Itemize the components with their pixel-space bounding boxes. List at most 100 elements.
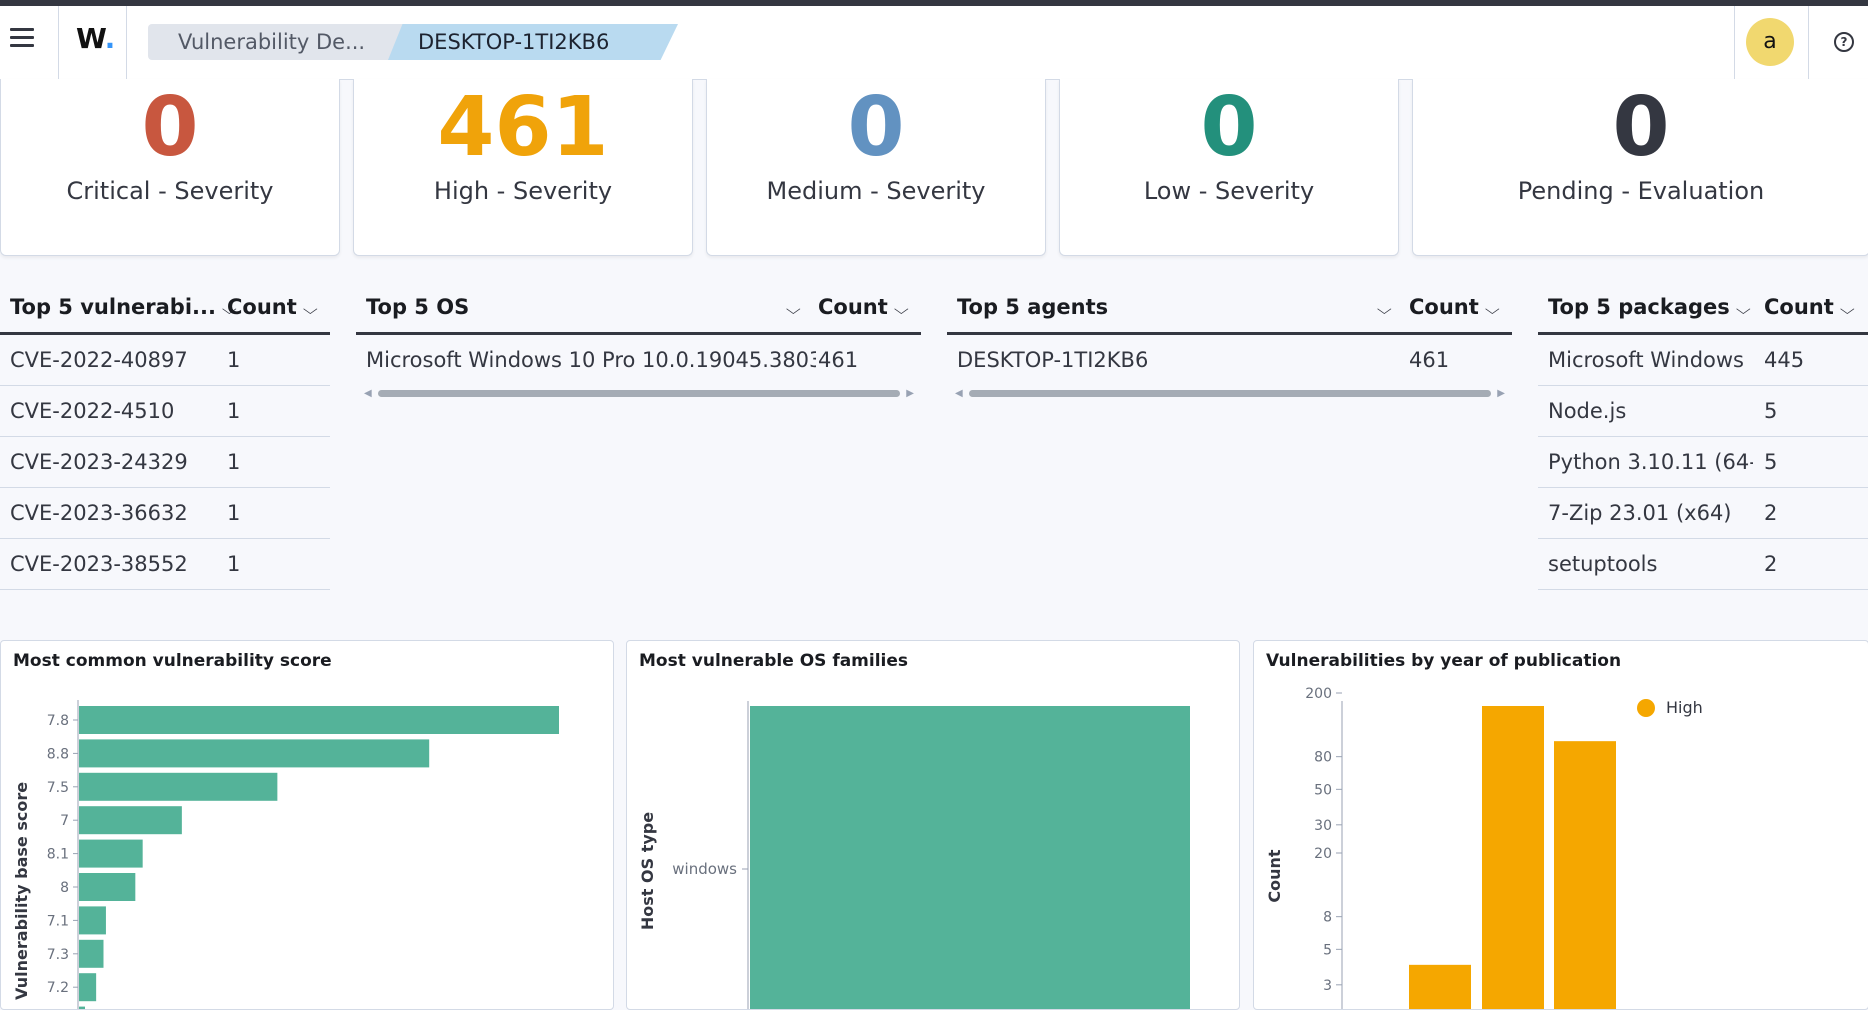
medium-severity-card[interactable]: 0 Medium - Severity: [706, 79, 1046, 256]
low-severity-card[interactable]: 0 Low - Severity: [1059, 79, 1399, 256]
chevron-down-icon: ⌵: [302, 302, 318, 318]
tick-label: 30: [1314, 818, 1332, 834]
tick-label: 3: [1323, 978, 1332, 994]
help-icon[interactable]: ?: [1834, 32, 1854, 52]
horizontal-scrollbar[interactable]: ◀ ▶: [364, 388, 914, 399]
vulnerabilities-by-year-panel: Vulnerabilities by year of publication 3…: [1253, 640, 1868, 1010]
tick-label: 8.1: [47, 847, 69, 863]
tick-label: 50: [1314, 782, 1332, 798]
column-header-count[interactable]: Count ⌵: [227, 282, 318, 332]
row-divider: [1538, 538, 1868, 539]
tick-label: 8.8: [47, 746, 69, 762]
chevron-down-icon: ⌵: [1376, 302, 1392, 318]
column-header-vulnerability[interactable]: Top 5 vulnerabi... ⌵: [10, 282, 237, 332]
column-header-packages[interactable]: Top 5 packages ⌵: [1548, 282, 1751, 332]
bar: [79, 706, 559, 734]
table-cell: 5: [1764, 399, 1778, 423]
table-cell[interactable]: CVE-2023-38552: [10, 552, 188, 576]
table-cell[interactable]: CVE-2022-40897: [10, 348, 188, 372]
axis-title: Count: [1265, 849, 1284, 903]
table-cell[interactable]: DESKTOP-1TI2KB6: [957, 348, 1149, 372]
medium-label: Medium - Severity: [766, 177, 986, 205]
table-cell: 1: [227, 399, 241, 423]
chevron-down-icon: ⌵: [221, 302, 237, 318]
table-cell: 461: [818, 348, 859, 372]
user-avatar[interactable]: a: [1746, 18, 1794, 66]
table-cell[interactable]: Microsoft Windows 10 Pro 10.0.19045.3803: [366, 348, 816, 372]
table-cell: 1: [227, 450, 241, 474]
table-cell: 1: [227, 501, 241, 525]
low-count: 0: [1200, 80, 1258, 175]
header-divider: [1538, 332, 1868, 335]
app-logo[interactable]: W.: [76, 22, 116, 55]
table-cell[interactable]: Node.js: [1548, 399, 1627, 423]
column-header-count[interactable]: Count ⌵: [818, 282, 909, 332]
table-cell: 461: [1409, 348, 1450, 372]
tick-label: 8: [60, 880, 69, 896]
tick-label: 20: [1314, 846, 1332, 862]
bar: [79, 806, 182, 835]
medium-count: 0: [847, 80, 905, 175]
chevron-down-icon: ⌵: [1839, 302, 1855, 318]
horizontal-scrollbar[interactable]: ◀ ▶: [955, 388, 1505, 399]
bar: [79, 906, 106, 935]
bar: [79, 973, 97, 1002]
bar: [1554, 741, 1616, 1009]
row-divider: [0, 538, 330, 539]
table-cell[interactable]: Python 3.10.11 (64-: [1548, 450, 1753, 474]
pending-label: Pending - Evaluation: [1517, 177, 1765, 205]
table-cell: 2: [1764, 552, 1778, 576]
pending-count: 0: [1612, 80, 1670, 175]
column-header-count[interactable]: Count ⌵: [1409, 282, 1500, 332]
row-divider: [0, 487, 330, 488]
row-divider: [1538, 436, 1868, 437]
legend-label: High: [1666, 698, 1703, 717]
row-divider: [0, 385, 330, 386]
bar: [750, 706, 1190, 1009]
table-cell: 5: [1764, 450, 1778, 474]
table-cell[interactable]: Microsoft Windows: [1548, 348, 1744, 372]
tick-label: 200: [1305, 686, 1332, 702]
table-cell[interactable]: CVE-2023-36632: [10, 501, 188, 525]
table-cell: 2: [1764, 501, 1778, 525]
agents-sort-chevron[interactable]: ⌵: [1371, 282, 1392, 332]
tick-label: 80: [1314, 750, 1332, 766]
pending-evaluation-card[interactable]: 0 Pending - Evaluation: [1412, 79, 1868, 256]
bar: [1409, 964, 1471, 1009]
axis-title: Host OS type: [638, 812, 657, 930]
table-cell[interactable]: CVE-2023-24329: [10, 450, 188, 474]
os-sort-chevron[interactable]: ⌵: [780, 282, 801, 332]
column-header-agents[interactable]: Top 5 agents: [957, 295, 1109, 319]
table-cell[interactable]: 7-Zip 23.01 (x64): [1548, 501, 1732, 525]
tick-label: 7.8: [47, 713, 69, 729]
os-families-chart: windows Host OS type: [638, 701, 1190, 1009]
column-header-count[interactable]: Count ⌵: [1764, 282, 1855, 332]
breadcrumb-vulnerability-detection[interactable]: Vulnerability De...: [148, 24, 418, 60]
row-divider: [0, 436, 330, 437]
header-divider: [1808, 6, 1809, 79]
vulnerabilities-by-year-chart: 3 5 8 20 30 50 80 200 High Count: [1265, 686, 1703, 1009]
critical-label: Critical - Severity: [66, 177, 274, 205]
tick-label: 7.5: [47, 780, 69, 796]
menu-icon[interactable]: [10, 28, 36, 48]
high-label: High - Severity: [433, 177, 613, 205]
column-header-os[interactable]: Top 5 OS: [366, 295, 470, 319]
critical-severity-card[interactable]: 0 Critical - Severity: [0, 79, 340, 256]
os-families-panel: Most vulnerable OS families windows Host …: [626, 640, 1240, 1010]
bar: [79, 839, 143, 868]
tick-label: 5: [1323, 942, 1332, 958]
breadcrumb-agent[interactable]: DESKTOP-1TI2KB6: [388, 24, 678, 60]
chevron-down-icon: ⌵: [1484, 302, 1500, 318]
table-cell[interactable]: setuptools: [1548, 552, 1658, 576]
panel-title: Most vulnerable OS families: [639, 651, 909, 671]
header-divider: [0, 332, 330, 335]
bar: [79, 739, 430, 768]
low-label: Low - Severity: [1143, 177, 1315, 205]
tick-label: 7.3: [47, 947, 69, 963]
header-divider: [126, 6, 127, 79]
axis-title: Vulnerability base score: [12, 782, 31, 1000]
table-cell[interactable]: CVE-2022-4510: [10, 399, 175, 423]
table-cell: 445: [1764, 348, 1805, 372]
high-severity-card[interactable]: 461 High - Severity: [353, 79, 693, 256]
row-divider: [1538, 385, 1868, 386]
